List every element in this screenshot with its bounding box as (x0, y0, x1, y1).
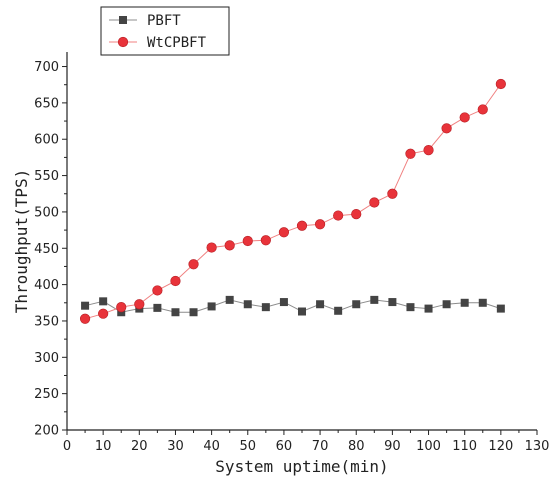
data-point (188, 259, 199, 270)
legend-marker (117, 36, 129, 48)
data-point (316, 300, 325, 309)
y-axis-title: Throughput(TPS) (12, 169, 31, 314)
data-point (496, 304, 505, 313)
data-point (134, 299, 145, 310)
data-point (116, 302, 127, 313)
data-point (224, 240, 235, 251)
data-point (334, 306, 343, 315)
x-tick-label: 20 (131, 439, 148, 454)
data-point (442, 300, 451, 309)
series-line (84, 299, 501, 313)
x-tick-label: 0 (63, 439, 71, 454)
data-point (99, 297, 108, 306)
y-tick-label: 550 (34, 169, 59, 184)
legend-marker (119, 16, 127, 24)
legend: PBFT WtCPBFT (100, 6, 230, 56)
data-point (207, 302, 216, 311)
y-tick-label: 350 (34, 314, 59, 329)
data-point (333, 210, 344, 221)
series-wtcpbft (79, 78, 506, 324)
data-point (171, 308, 180, 317)
data-point (153, 303, 162, 312)
data-point (206, 242, 217, 253)
y-tick-label: 250 (34, 387, 59, 402)
data-point (352, 300, 361, 309)
series-layer (79, 78, 506, 324)
x-tick-label: 70 (312, 439, 329, 454)
y-tick-label: 700 (34, 60, 59, 75)
y-tick-label: 500 (34, 205, 59, 220)
data-point (477, 104, 488, 115)
series-line (84, 83, 502, 320)
data-point (242, 235, 253, 247)
x-tick-label: 40 (203, 439, 220, 454)
axes (66, 52, 537, 431)
data-point (495, 78, 506, 90)
data-point (81, 301, 90, 310)
data-point (370, 295, 379, 304)
x-tick-label: 60 (276, 439, 293, 454)
data-point (351, 209, 362, 220)
data-point (441, 123, 452, 134)
data-point (478, 298, 487, 307)
series-pbft (81, 295, 505, 317)
data-point (369, 197, 380, 208)
x-ticks: 0 10 20 30 40 50 60 70 80 90 100 110 120 130 (63, 430, 550, 454)
data-point (225, 295, 234, 304)
data-point (98, 308, 109, 319)
legend-label: PBFT (147, 13, 181, 29)
data-point (424, 304, 433, 313)
y-tick-label: 650 (34, 96, 59, 111)
y-ticks: 200 250 300 350 400 450 500 550 600 650 700 (34, 60, 67, 439)
data-point (170, 275, 181, 287)
y-tick-label: 400 (34, 278, 59, 293)
data-point (296, 220, 308, 231)
data-point (260, 235, 271, 246)
data-point (261, 303, 270, 312)
data-point (314, 219, 326, 230)
data-point (388, 298, 397, 307)
x-tick-label: 120 (488, 439, 513, 454)
data-point (243, 300, 252, 309)
data-point (406, 303, 415, 312)
x-tick-label: 50 (239, 439, 256, 454)
legend-label: WtCPBFT (147, 35, 207, 51)
y-tick-label: 300 (34, 351, 59, 366)
y-tick-label: 450 (34, 242, 59, 257)
y-tick-label: 200 (34, 424, 59, 439)
data-point (279, 298, 288, 307)
x-tick-label: 100 (416, 439, 441, 454)
data-point (460, 298, 469, 307)
y-tick-label: 600 (34, 133, 59, 148)
data-point (278, 227, 290, 238)
data-point (189, 308, 198, 317)
data-point (79, 313, 91, 324)
x-tick-label: 110 (452, 439, 477, 454)
x-tick-label: 30 (167, 439, 184, 454)
data-point (298, 307, 306, 316)
x-axis-title: System uptime(min) (215, 457, 388, 476)
x-tick-label: 90 (384, 439, 401, 454)
x-tick-label: 80 (348, 439, 365, 454)
data-point (423, 145, 434, 156)
x-tick-label: 10 (95, 439, 112, 454)
data-point (459, 112, 470, 123)
data-point (387, 188, 398, 199)
data-point (405, 148, 416, 159)
x-tick-label: 130 (525, 439, 550, 454)
data-point (152, 285, 163, 296)
